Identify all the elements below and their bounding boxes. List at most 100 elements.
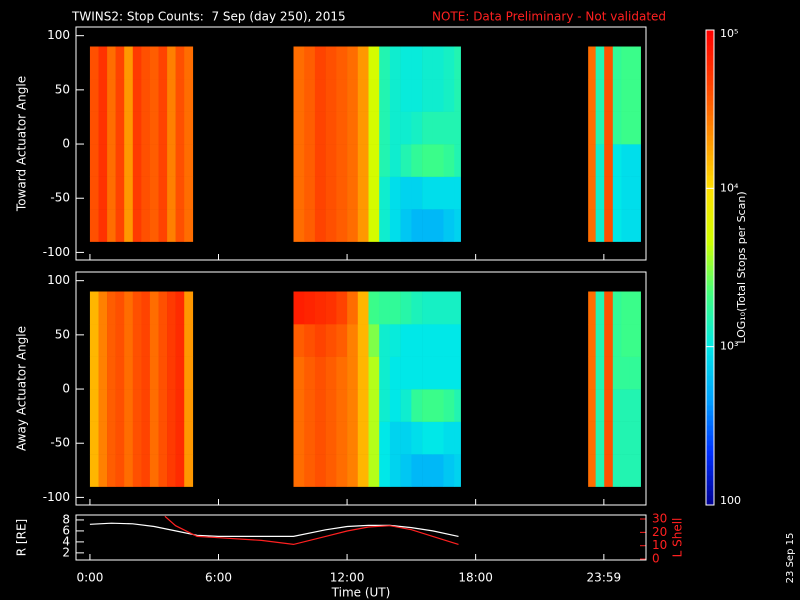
heat-cell [443,454,455,487]
heat-cell [422,79,434,112]
heat-cell [89,209,99,242]
heat-cell [379,46,391,80]
heat-cell [347,454,359,487]
heat-cell [357,209,369,242]
heat-cell [325,356,337,390]
heat-cell [336,324,348,357]
colorbar-tick-label: 10⁴ [720,181,739,194]
heat-cell [454,389,461,422]
heat-cell [149,324,159,357]
heat-cell [124,111,134,145]
x-tick-label: 6:00 [205,571,232,585]
x-tick-label: 18:00 [458,571,493,585]
heat-cell [595,209,605,242]
heat-cell [612,111,622,145]
heat-cell [175,79,185,112]
heat-cell [443,356,455,390]
heat-cell [336,454,348,487]
heat-cell [149,209,159,242]
heat-cell [379,291,391,325]
heat-cell [400,176,412,210]
heat-cell [115,324,125,357]
heat-cell [132,209,142,242]
heat-cell [629,111,641,145]
colorbar-segment [706,135,714,141]
heat-cell [89,291,99,325]
heat-cell [184,176,194,210]
heat-cell [595,454,605,487]
colorbar-segment [706,130,714,136]
heat-cell [357,291,369,325]
y-tick-label: 50 [55,327,70,341]
heat-cell [621,454,631,487]
heat-cell [588,176,596,210]
heat-cell [325,176,337,210]
colorbar-segment [706,260,714,266]
colorbar-segment [706,235,714,241]
colorbar-segment [706,310,714,316]
colorbar-segment [706,415,714,421]
heat-cell [400,389,412,422]
heat-cell [454,111,461,145]
heat-cell [612,454,622,487]
heat-cell [167,209,176,242]
heat-cell [588,356,596,390]
heat-cell [325,291,337,325]
heat-cell [389,176,401,210]
heat-cell [443,421,455,455]
colorbar-segment [706,205,714,211]
colorbar-segment [706,320,714,326]
colorbar-segment [706,215,714,221]
y2-tick-label: 10 [652,538,667,552]
heat-cell [184,144,194,177]
heat-cell [629,79,641,112]
colorbar-segment [706,220,714,226]
colorbar-segment [706,305,714,311]
heat-cell [107,46,116,80]
heat-cell [454,209,461,242]
y2-tick-label: 30 [652,512,667,526]
heat-cell [167,454,176,487]
heat-cell [184,209,194,242]
heat-cell [629,389,641,422]
colorbar-segment [706,160,714,166]
heat-cell [604,389,614,422]
heat-cell [357,356,369,390]
heat-cell [604,291,614,325]
heat-cell [107,144,116,177]
heat-cell [379,324,391,357]
heat-cell [293,79,305,112]
heat-cell [98,176,108,210]
x-axis-label: Time (UT) [331,586,391,600]
heat-cell [184,46,194,80]
colorbar-segment [706,105,714,111]
heat-cell [379,421,391,455]
heat-cell [357,421,369,455]
heat-cell [89,421,99,455]
heat-cell [432,389,444,422]
heat-cell [325,209,337,242]
colorbar-segment [706,480,714,486]
colorbar-segment [706,395,714,401]
heat-cell [400,111,412,145]
heat-cell [612,421,622,455]
heat-cell [389,421,401,455]
heat-cell [124,176,134,210]
heat-cell [621,176,631,210]
heat-cell [132,324,142,357]
heat-cell [293,454,305,487]
y-tick-label: -100 [43,245,70,259]
heat-cell [454,46,461,80]
plot-frame [75,271,647,506]
colorbar-segment [706,275,714,281]
heat-cell [167,324,176,357]
heat-cell [629,144,641,177]
heat-cell [124,144,134,177]
heat-cell [400,454,412,487]
colorbar-segment [706,100,714,106]
colorbar-segment [706,90,714,96]
heat-cell [454,454,461,487]
heat-cell [588,324,596,357]
heat-cell [107,291,116,325]
heat-cell [629,209,641,242]
